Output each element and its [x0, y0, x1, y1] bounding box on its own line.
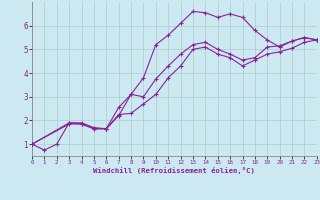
- X-axis label: Windchill (Refroidissement éolien,°C): Windchill (Refroidissement éolien,°C): [93, 167, 255, 174]
